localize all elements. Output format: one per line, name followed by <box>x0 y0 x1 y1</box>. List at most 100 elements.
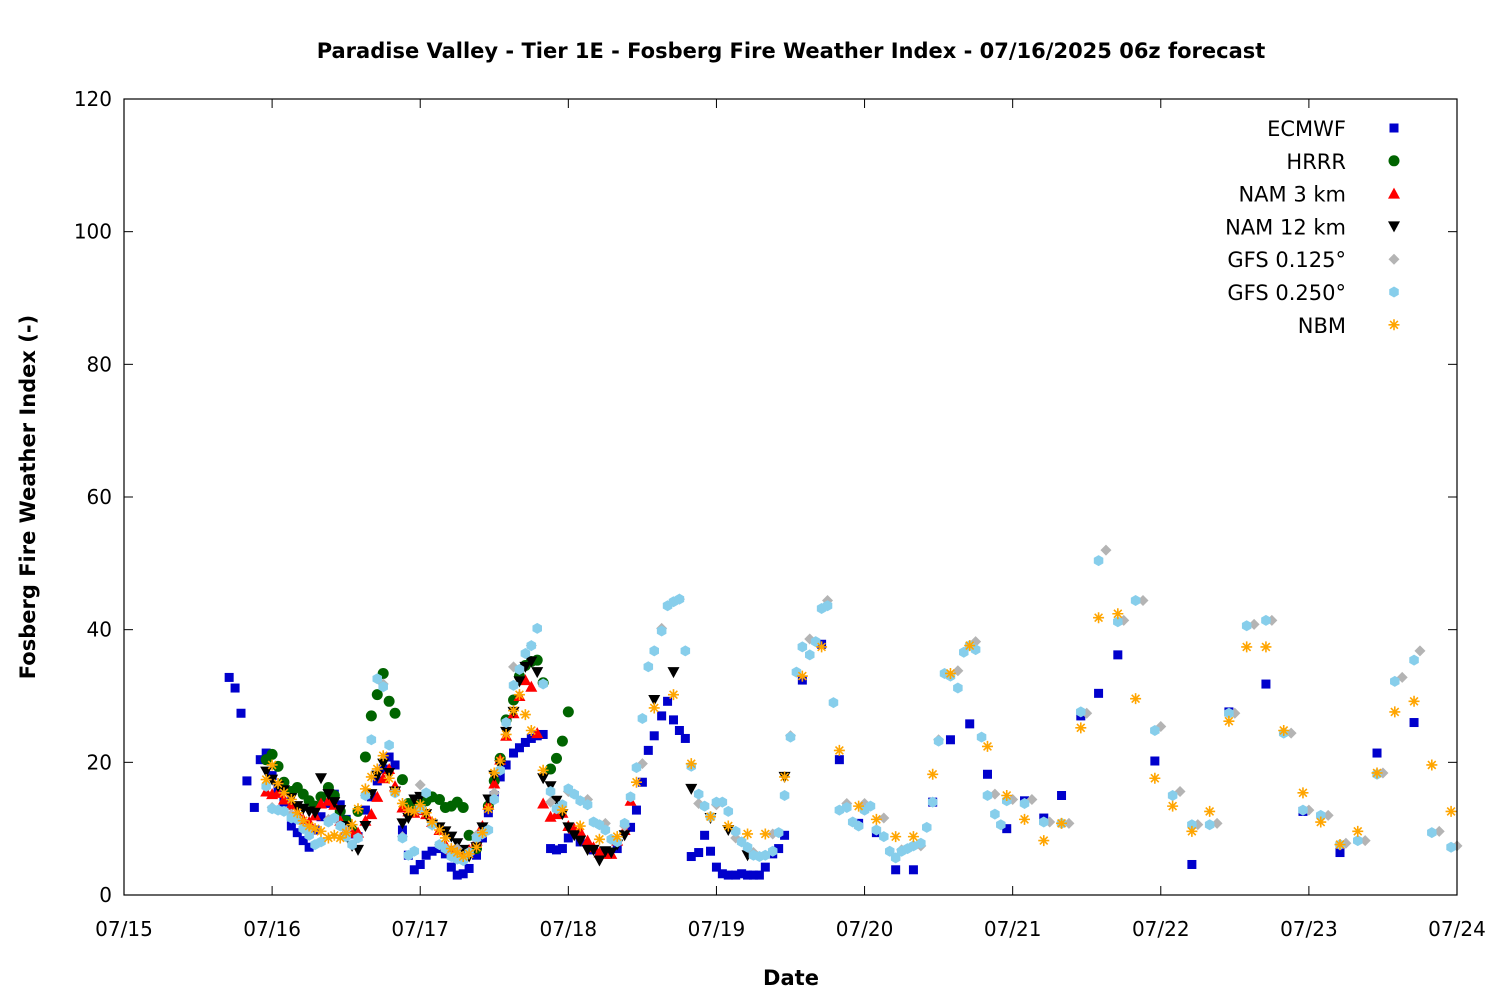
point-hrrr <box>545 763 557 775</box>
point-ecmwf <box>316 812 326 822</box>
point-nbm <box>816 641 828 653</box>
point-gfs-0-250 <box>879 831 889 843</box>
point-gfs-0-250 <box>575 795 585 807</box>
point-gfs-0-250 <box>853 820 864 832</box>
point-nbm <box>796 670 808 682</box>
point-ecmwf <box>717 869 727 879</box>
point-nam-12-km <box>605 847 618 859</box>
series-nbm <box>260 608 1457 863</box>
point-gfs-0-250 <box>982 790 993 801</box>
point-gfs-0-250 <box>970 644 981 656</box>
legend-label: HRRR <box>1286 150 1346 174</box>
point-nam-12-km <box>525 656 538 668</box>
point-gfs-0-250 <box>600 824 611 836</box>
point-ecmwf <box>397 825 407 835</box>
point-gfs-0-250 <box>1390 675 1400 687</box>
point-gfs-0-250 <box>643 661 654 673</box>
point-ecmwf <box>415 859 425 869</box>
legend-label: GFS 0.125° <box>1227 248 1346 272</box>
legend-item-ecmwf: ECMWF <box>1267 117 1399 141</box>
point-gfs-0-250 <box>916 837 926 849</box>
point-gfs-0-250 <box>791 666 802 678</box>
point-gfs-0-250 <box>693 788 704 800</box>
point-nbm <box>303 820 315 832</box>
point-nbm <box>593 833 605 845</box>
point-nbm <box>482 803 494 815</box>
point-nbm <box>328 829 340 841</box>
point-nbm <box>630 776 642 788</box>
y-axis: 0 20 40 60 80 100 120 <box>74 87 1457 907</box>
point-ecmwf <box>908 865 918 875</box>
point-ecmwf <box>1187 859 1197 869</box>
point-nam-12-km <box>593 855 606 867</box>
point-nbm <box>1167 800 1179 812</box>
point-ecmwf <box>514 743 524 753</box>
point-ecmwf <box>774 844 784 854</box>
legend-marker-nam-12-km <box>1388 221 1400 233</box>
point-gfs-0-250 <box>1130 594 1141 606</box>
point-ecmwf <box>637 777 647 787</box>
point-nam-3-km <box>531 727 544 739</box>
point-ecmwf <box>711 862 721 872</box>
point-nbm <box>1093 612 1105 624</box>
point-nbm <box>365 771 377 783</box>
legend-marker-hrrr <box>1388 155 1400 167</box>
point-gfs-0-250 <box>842 801 852 813</box>
point-gfs-0-250 <box>890 852 901 864</box>
point-ecmwf <box>649 731 659 741</box>
point-nbm <box>513 689 525 701</box>
point-ecmwf <box>520 737 530 747</box>
point-nbm <box>471 841 483 853</box>
point-nbm <box>439 832 451 844</box>
point-gfs-0-250 <box>1298 804 1308 816</box>
point-gfs-0-250 <box>884 845 895 857</box>
y-tick-label: 80 <box>87 352 112 376</box>
point-ecmwf <box>501 760 511 770</box>
point-nbm <box>1149 772 1161 784</box>
point-ecmwf <box>891 865 901 875</box>
point-nbm <box>508 705 520 717</box>
y-axis-title: Fosberg Fire Weather Index (-) <box>16 315 40 679</box>
point-gfs-0-250 <box>656 625 667 637</box>
y-tick-label: 20 <box>87 750 112 774</box>
legend-marker-nbm <box>1388 319 1400 331</box>
point-gfs-0-125 <box>1414 645 1426 657</box>
point-gfs-0-250 <box>514 663 525 675</box>
point-nbm <box>352 803 364 815</box>
point-nam-12-km <box>260 766 273 778</box>
point-nbm <box>278 787 290 799</box>
point-ecmwf <box>360 805 370 815</box>
x-tick-label: 07/23 <box>1280 917 1338 941</box>
point-ecmwf <box>1372 748 1382 758</box>
point-nam-12-km <box>568 830 581 842</box>
point-ecmwf <box>390 760 400 770</box>
point-ecmwf <box>663 696 673 706</box>
point-nam-12-km <box>439 826 452 838</box>
point-nam-12-km <box>322 789 335 801</box>
point-nbm <box>519 709 531 721</box>
point-nam-3-km <box>519 674 532 686</box>
point-nbm <box>494 755 506 767</box>
point-gfs-0-250 <box>384 739 394 751</box>
point-nbm <box>1371 767 1383 779</box>
point-nbm <box>291 807 303 819</box>
y-tick-label: 40 <box>87 618 112 642</box>
point-gfs-0-250 <box>1261 614 1271 626</box>
point-nbm <box>402 804 414 816</box>
point-nbm <box>1112 608 1124 620</box>
point-ecmwf <box>495 772 505 782</box>
y-tick-label: 0 <box>99 883 112 907</box>
point-nam-3-km <box>581 834 594 846</box>
x-tick-label: 07/16 <box>243 917 301 941</box>
point-gfs-0-250 <box>353 832 363 844</box>
point-gfs-0-250 <box>347 839 357 851</box>
point-nbm <box>1297 787 1309 799</box>
point-ecmwf <box>945 735 955 745</box>
point-nam-12-km <box>334 805 347 817</box>
point-gfs-0-250 <box>822 600 833 612</box>
point-ecmwf <box>1057 791 1067 800</box>
point-nbm <box>1019 813 1031 825</box>
point-ecmwf <box>965 719 975 729</box>
point-gfs-0-250 <box>649 645 659 657</box>
point-gfs-0-250 <box>421 787 431 799</box>
